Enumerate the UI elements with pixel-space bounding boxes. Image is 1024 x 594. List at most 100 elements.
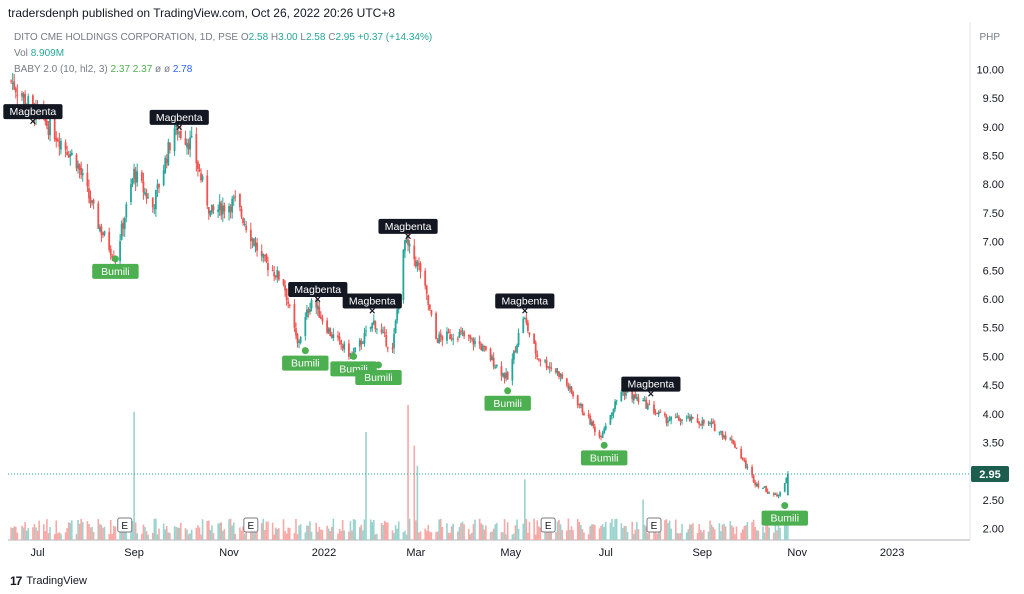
volume-bar (274, 527, 277, 540)
candle-body (86, 172, 89, 187)
volume-bar (572, 530, 574, 540)
volume-bar (349, 521, 352, 540)
candle-body (165, 158, 168, 164)
volume-bar (318, 526, 321, 540)
candle-body (438, 334, 441, 343)
candle-body (620, 391, 623, 402)
earnings-marker-label: E (651, 521, 658, 532)
volume-bar (155, 518, 157, 540)
volume-bar (306, 525, 308, 540)
volume-bar (642, 499, 644, 540)
volume-bar (732, 527, 735, 540)
candle-body (55, 138, 58, 141)
candle-body (506, 372, 509, 380)
volume-bar (69, 522, 72, 540)
candle-body (776, 494, 778, 497)
candle-body (21, 92, 23, 97)
volume-bar (491, 531, 493, 540)
volume-bar (179, 522, 182, 540)
volume-bar (100, 524, 103, 540)
volume-bar (550, 528, 553, 540)
candle-body (603, 428, 606, 433)
candle-body (228, 206, 230, 213)
volume-bar (594, 524, 596, 540)
volume-bar (267, 521, 269, 540)
volume-bar (77, 519, 79, 540)
symbol-name[interactable]: DITO CME HOLDINGS CORPORATION, 1D, PSE (14, 32, 239, 43)
candle-body (187, 143, 190, 150)
candle-body (547, 366, 550, 368)
candle-body (589, 415, 592, 425)
low-value: 2.58 (305, 32, 326, 43)
candle-body (439, 333, 442, 337)
candle-body (167, 142, 170, 166)
volume-bar (285, 533, 288, 540)
candle-body (570, 386, 573, 392)
candle-body (710, 422, 713, 424)
candle-body (27, 96, 30, 105)
volume-bar (136, 533, 139, 540)
candle-body (195, 133, 198, 164)
candle-body (774, 493, 777, 495)
volume-bar (175, 527, 177, 540)
volume-bar (731, 525, 733, 540)
candle-body (785, 477, 788, 484)
volume-bar (674, 519, 677, 540)
candle-body (579, 404, 582, 406)
volume-bar (67, 522, 70, 540)
publisher-line: tradersdenph published on TradingView.co… (8, 6, 396, 20)
volume-bar (119, 528, 121, 540)
candle-body (555, 368, 557, 373)
volume-bar (315, 522, 318, 540)
candle-body (231, 198, 234, 213)
volume-bar (609, 522, 612, 540)
volume-bar (232, 522, 235, 540)
volume-bar (307, 525, 310, 540)
volume-label[interactable]: Vol (14, 48, 28, 59)
candle-body (295, 328, 297, 336)
sell-x-icon: × (648, 389, 654, 401)
candle-body (69, 153, 72, 157)
candle-body (408, 243, 411, 247)
candle-body (729, 438, 732, 440)
candle-body (217, 209, 220, 212)
candle-body (494, 366, 497, 368)
indicator-label[interactable]: BABY 2.0 (10, hl2, 3) (14, 64, 108, 75)
volume-bar (603, 526, 605, 540)
candle-body (463, 331, 465, 337)
volume-bar (111, 534, 114, 540)
candle-body (696, 418, 699, 423)
volume-bar (555, 532, 557, 540)
volume-bar (276, 528, 279, 540)
candle-body (598, 431, 601, 437)
candle-body (402, 249, 405, 301)
candle-body (349, 353, 352, 356)
volume-bar (387, 522, 389, 540)
candle-body (49, 118, 51, 136)
volume-bar (746, 522, 749, 540)
volume-bar (228, 519, 230, 540)
volume-bar (741, 529, 744, 540)
volume-bar (273, 534, 275, 540)
candle-body (483, 345, 486, 347)
sell-x-icon: × (315, 294, 321, 306)
volume-bar (338, 528, 341, 540)
volume-bar (513, 533, 515, 540)
candle-body (92, 199, 95, 204)
candle-body (427, 295, 430, 305)
candle-body (288, 304, 291, 306)
sell-signal-badge (3, 104, 63, 120)
volume-bar (544, 531, 546, 540)
volume-bar (156, 534, 159, 540)
sell-x-icon: × (405, 231, 411, 243)
candle-body (98, 227, 101, 231)
volume-bar (295, 518, 297, 540)
candle-body (670, 416, 673, 421)
volume-bar (485, 525, 487, 540)
candle-body (305, 310, 308, 318)
candle-body (667, 421, 669, 423)
candle-body (643, 399, 646, 401)
candle-body (162, 170, 165, 186)
volume-bar (623, 525, 626, 540)
